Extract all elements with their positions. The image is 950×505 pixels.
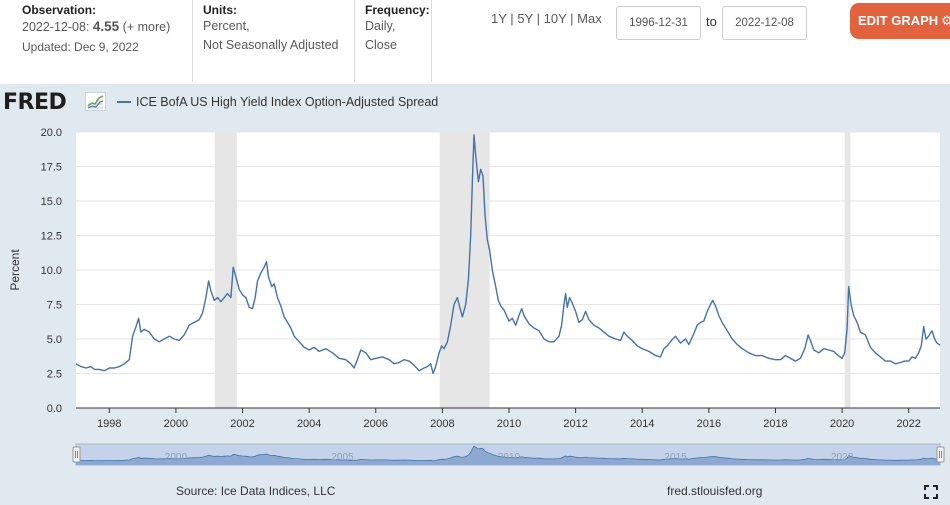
source-text: Source: Ice Data Indices, LLC bbox=[176, 484, 336, 498]
fred-logo: FRED bbox=[3, 90, 67, 115]
frequency-block: Frequency: Daily, Close bbox=[365, 3, 430, 55]
divider bbox=[354, 0, 355, 82]
frequency-value-line2: Close bbox=[365, 38, 397, 52]
range-selector: 1Y | 5Y | 10Y | Max bbox=[491, 11, 602, 26]
range-1y-button[interactable]: 1Y bbox=[491, 11, 507, 26]
x-tick-label: 2002 bbox=[230, 418, 254, 430]
chart-legend: ICE BofA US High Yield Index Option-Adju… bbox=[117, 95, 438, 109]
y-tick-label: 7.5 bbox=[47, 300, 62, 312]
x-tick-label: 2022 bbox=[896, 418, 920, 430]
navigator-year-label: 2010 bbox=[498, 452, 521, 463]
y-tick-label: 20.0 bbox=[41, 127, 62, 139]
gear-icon: ⚙ bbox=[941, 13, 950, 28]
chart-line-icon bbox=[85, 92, 106, 111]
y-tick-label: 0.0 bbox=[47, 403, 62, 415]
x-tick-label: 1998 bbox=[97, 418, 121, 430]
x-tick-label: 2016 bbox=[697, 418, 721, 430]
legend-swatch bbox=[117, 100, 131, 103]
navigator-year-label: 2015 bbox=[664, 452, 687, 463]
units-value-line2: Not Seasonally Adjusted bbox=[203, 38, 339, 52]
divider bbox=[431, 0, 432, 82]
end-date-input[interactable]: 2022-12-08 bbox=[722, 6, 807, 40]
x-tick-label: 2008 bbox=[430, 418, 454, 430]
date-to-label: to bbox=[706, 14, 717, 29]
frequency-label: Frequency: bbox=[365, 3, 430, 17]
chart-svg: 0.0 2.5 5.0 7.5 10.0 12.5 15.0 17.5 20.0 1998 2000… bbox=[8, 127, 945, 466]
start-date-input[interactable]: 1996-12-31 bbox=[616, 6, 701, 40]
y-tick-label: 2.5 bbox=[47, 369, 62, 381]
range-separator: | bbox=[536, 11, 540, 26]
y-axis-title: Percent bbox=[8, 249, 22, 291]
range-separator: | bbox=[570, 11, 574, 26]
x-tick-label: 2006 bbox=[364, 418, 388, 430]
x-tick-label: 2020 bbox=[830, 418, 854, 430]
site-link[interactable]: fred.stlouisfed.org bbox=[667, 484, 763, 498]
divider bbox=[192, 0, 193, 82]
units-value-line1: Percent, bbox=[203, 19, 250, 33]
navigator-year-label: 2005 bbox=[331, 452, 354, 463]
range-separator: | bbox=[510, 11, 514, 26]
updated-text: Updated: Dec 9, 2022 bbox=[22, 40, 139, 54]
x-tick-label: 2014 bbox=[630, 418, 654, 430]
x-tick-label: 2000 bbox=[164, 418, 188, 430]
range-max-button[interactable]: Max bbox=[577, 11, 602, 26]
y-tick-label: 17.5 bbox=[41, 162, 62, 174]
observation-more-link[interactable]: (+ more) bbox=[122, 20, 171, 34]
x-tick-label: 2010 bbox=[497, 418, 521, 430]
navigator-handle[interactable] bbox=[936, 446, 945, 463]
header-bar: Observation: 2022-12-08: 4.55 (+ more) U… bbox=[0, 0, 950, 84]
y-tick-label: 12.5 bbox=[41, 231, 62, 243]
series-line bbox=[75, 134, 941, 375]
edit-graph-button[interactable]: EDIT GRAPH ⚙ bbox=[850, 3, 950, 39]
units-block: Units: Percent, Not Seasonally Adjusted bbox=[203, 3, 353, 55]
range-10y-button[interactable]: 10Y bbox=[543, 11, 567, 26]
legend-label: ICE BofA US High Yield Index Option-Adju… bbox=[136, 95, 439, 109]
y-tick-label: 5.0 bbox=[47, 334, 62, 346]
fullscreen-icon[interactable] bbox=[924, 485, 938, 499]
navigator-handle[interactable] bbox=[72, 446, 81, 463]
observation-date: 2022-12-08: bbox=[22, 20, 90, 34]
range-5y-button[interactable]: 5Y bbox=[517, 11, 533, 26]
observation-value: 4.55 bbox=[92, 19, 120, 34]
graph-panel: FRED ICE BofA US High Yield Index Option… bbox=[0, 84, 950, 505]
y-tick-label: 10.0 bbox=[41, 265, 62, 277]
units-label: Units: bbox=[203, 3, 237, 17]
navigator-line bbox=[75, 445, 941, 462]
observation-block: Observation: 2022-12-08: 4.55 (+ more) U… bbox=[22, 3, 192, 57]
navigator-year-label: 2000 bbox=[165, 452, 188, 463]
navigator-year-label: 2020 bbox=[831, 452, 854, 463]
frequency-value-line1: Daily, bbox=[365, 19, 396, 33]
observation-label: Observation: bbox=[22, 3, 97, 17]
edit-graph-label: EDIT GRAPH bbox=[858, 13, 939, 28]
navigator-area bbox=[76, 446, 940, 465]
x-tick-label: 2012 bbox=[563, 418, 587, 430]
x-tick-label: 2018 bbox=[763, 418, 787, 430]
x-tick-label: 2004 bbox=[297, 418, 321, 430]
y-tick-label: 15.0 bbox=[41, 196, 62, 208]
